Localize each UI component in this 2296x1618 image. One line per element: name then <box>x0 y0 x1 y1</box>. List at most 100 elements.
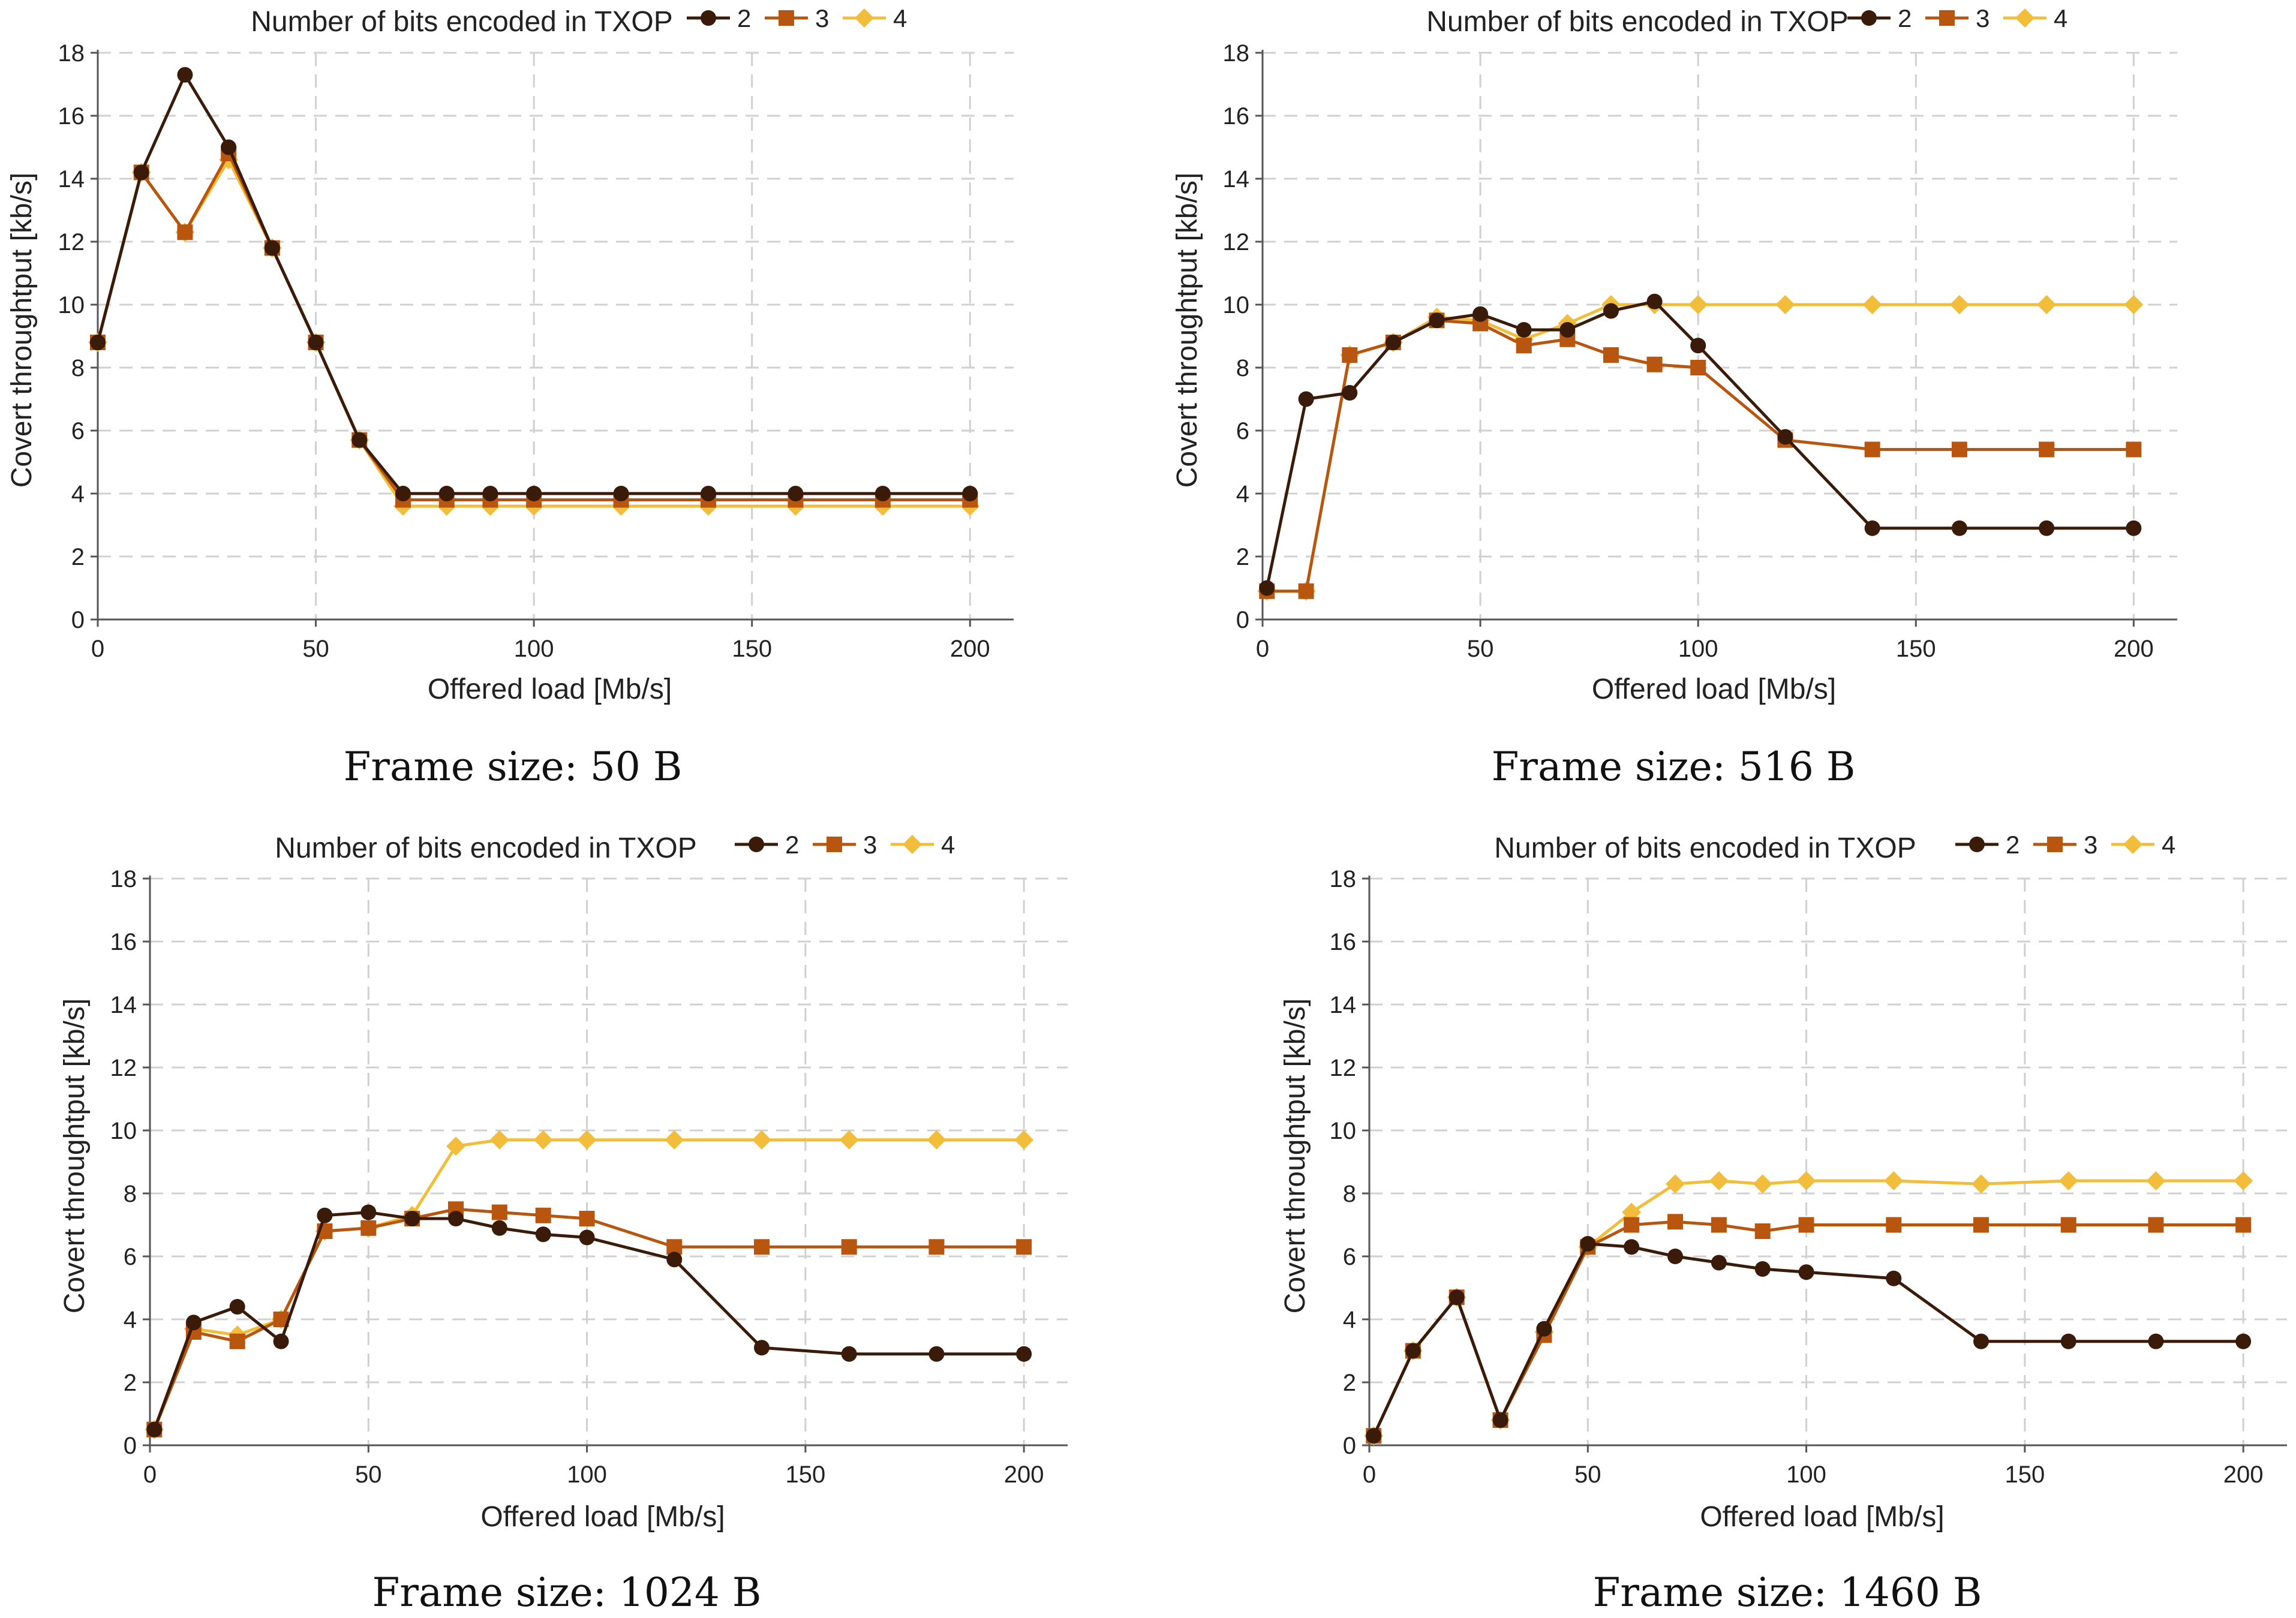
data-point-series-2 <box>404 1211 420 1226</box>
x-tick-label: 50 <box>1467 636 1494 662</box>
data-point-series-2 <box>1646 293 1663 309</box>
legend-marker-series-3 <box>2047 837 2063 852</box>
data-point-series-3 <box>1690 360 1706 375</box>
data-point-series-2 <box>1342 385 1358 401</box>
data-point-series-2 <box>1754 1261 1771 1277</box>
data-point-series-2 <box>229 1299 245 1315</box>
y-axis-label: Covert throughtput [kb/s] <box>1171 173 1203 488</box>
data-point-series-3 <box>754 1239 770 1255</box>
y-tick-label: 2 <box>1236 544 1249 570</box>
y-tick-label: 8 <box>71 355 85 381</box>
data-point-series-3 <box>1298 583 1314 599</box>
data-point-series-3 <box>1516 338 1532 354</box>
legend-marker-series-2 <box>749 837 764 852</box>
data-point-series-2 <box>1516 322 1532 338</box>
y-tick-label: 10 <box>1330 1118 1357 1144</box>
chart-caption: Frame size: 516 B <box>1492 744 1856 790</box>
data-point-series-2 <box>1690 338 1706 354</box>
data-point-series-2 <box>185 1315 202 1331</box>
data-point-series-2 <box>1798 1264 1814 1280</box>
x-axis-label: Offered load [Mb/s] <box>1700 1501 1944 1533</box>
data-point-series-4 <box>577 1130 597 1150</box>
data-point-series-4 <box>1796 1171 1816 1190</box>
data-point-series-2 <box>1298 391 1314 407</box>
legend: 2 3 4 <box>1847 4 2067 32</box>
data-point-series-4 <box>839 1130 859 1150</box>
legend-marker-series-2 <box>1969 837 1985 852</box>
x-tick-label: 0 <box>1363 1461 1376 1488</box>
data-point-series-3 <box>579 1211 595 1226</box>
x-axis-label: Offered load [Mb/s] <box>1592 673 1836 705</box>
legend-marker-series-2 <box>1861 10 1877 26</box>
legend-marker-series-4 <box>855 8 874 28</box>
data-point-series-3 <box>1973 1217 1989 1233</box>
y-tick-label: 16 <box>1223 103 1250 130</box>
data-point-series-3 <box>841 1239 857 1255</box>
legend-label-series-3: 3 <box>815 4 829 32</box>
data-point-series-2 <box>535 1226 551 1243</box>
y-tick-label: 0 <box>1236 607 1249 633</box>
data-point-series-2 <box>221 139 237 155</box>
data-point-series-2 <box>1492 1412 1508 1428</box>
data-point-series-3 <box>1886 1217 1902 1233</box>
legend-label-series-2: 2 <box>1898 4 1912 32</box>
y-tick-label: 2 <box>124 1370 137 1396</box>
data-point-series-2 <box>1429 312 1445 329</box>
data-point-series-3 <box>1798 1217 1814 1233</box>
data-point-series-3 <box>360 1220 377 1236</box>
y-tick-label: 4 <box>71 481 85 507</box>
y-tick-label: 12 <box>58 229 85 255</box>
data-point-series-2 <box>264 240 280 256</box>
series-2 <box>146 1204 1032 1437</box>
data-point-series-2 <box>1448 1289 1465 1306</box>
y-tick-label: 16 <box>1330 929 1357 955</box>
y-tick-label: 14 <box>1330 992 1357 1018</box>
data-point-series-4 <box>446 1136 465 1156</box>
y-axis-label: Covert throughtput [kb/s] <box>6 173 38 488</box>
chart-panel-frame-1024: Frame size: 1024 B 0 2 4 6 8 10 12 14 16 18 0 50 100… <box>59 831 1068 1616</box>
data-point-series-2 <box>177 67 193 83</box>
data-point-series-2 <box>613 486 629 501</box>
data-point-series-4 <box>2058 1171 2078 1190</box>
y-axis-label: Covert throughtput [kb/s] <box>1279 999 1311 1314</box>
data-point-series-2 <box>788 486 804 501</box>
data-point-series-2 <box>2039 520 2055 536</box>
chart-title: Number of bits encoded in TXOP <box>275 832 696 864</box>
chart-panel-frame-1460: Frame size: 1460 B 0 2 4 6 8 10 12 14 16 18 0 50 100… <box>1279 831 2287 1616</box>
chart-title: Number of bits encoded in TXOP <box>1494 832 1916 864</box>
x-tick-label: 0 <box>143 1461 157 1488</box>
data-point-series-3 <box>2039 441 2055 458</box>
chart-caption: Frame size: 1460 B <box>1593 1569 1982 1616</box>
y-tick-label: 12 <box>1330 1055 1357 1081</box>
data-point-series-3 <box>1864 441 1880 458</box>
series-4 <box>145 1130 1034 1439</box>
data-point-series-2 <box>1624 1239 1640 1255</box>
legend: 2 3 4 <box>735 831 955 859</box>
data-point-series-2 <box>754 1340 770 1356</box>
data-point-series-2 <box>90 335 106 350</box>
x-tick-label: 100 <box>567 1461 607 1488</box>
x-axis-label: Offered load [Mb/s] <box>480 1501 725 1533</box>
x-tick-label: 100 <box>1786 1461 1826 1488</box>
legend-label-series-2: 2 <box>785 831 799 859</box>
data-point-series-3 <box>535 1207 551 1223</box>
data-point-series-2 <box>1580 1236 1596 1252</box>
x-tick-label: 150 <box>785 1461 825 1488</box>
data-point-series-2 <box>133 164 149 181</box>
data-point-series-3 <box>2060 1217 2076 1233</box>
y-tick-label: 14 <box>58 166 85 193</box>
data-point-series-2 <box>701 486 716 501</box>
data-point-series-2 <box>2126 520 2142 536</box>
data-point-series-3 <box>1016 1239 1032 1255</box>
data-point-series-3 <box>1667 1214 1683 1230</box>
data-point-series-3 <box>1603 347 1619 363</box>
y-tick-label: 10 <box>58 292 85 318</box>
y-tick-label: 0 <box>1343 1433 1356 1459</box>
data-point-series-2 <box>351 432 368 448</box>
data-point-series-2 <box>395 486 411 501</box>
x-tick-label: 0 <box>1256 636 1269 662</box>
series-line-2 <box>1265 300 2134 589</box>
x-tick-label: 150 <box>2005 1461 2045 1488</box>
y-tick-label: 6 <box>124 1244 137 1270</box>
